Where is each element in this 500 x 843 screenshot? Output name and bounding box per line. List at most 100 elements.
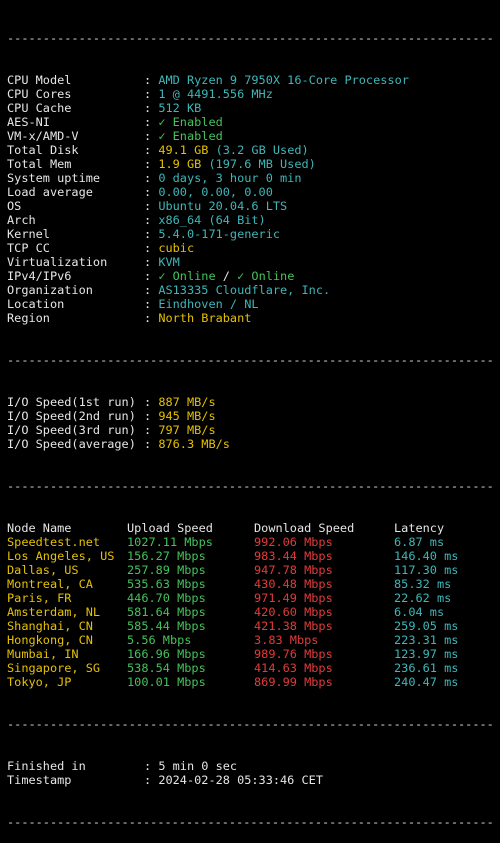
- info-key: CPU Model: [7, 73, 72, 87]
- latency: 6.04 ms: [394, 605, 445, 619]
- info-value: 0 days, 3 hour 0 min: [158, 171, 302, 185]
- io-row: I/O Speed(3rd run): 797 MB/s: [7, 423, 500, 437]
- info-key: Arch: [7, 213, 36, 227]
- download-speed: 430.48 Mbps: [254, 577, 333, 591]
- upload-speed: 1027.11 Mbps: [127, 535, 213, 549]
- colon: :: [144, 157, 159, 171]
- info-row: TCP CC: cubic: [7, 241, 500, 255]
- info-row: Location: Eindhoven / NL: [7, 297, 500, 311]
- download-speed: 420.60 Mbps: [254, 605, 333, 619]
- download-speed: 992.06 Mbps: [254, 535, 333, 549]
- colon: :: [144, 171, 159, 185]
- column-header: Upload Speed: [127, 521, 213, 535]
- separator: ----------------------------------------…: [7, 31, 494, 45]
- colon: :: [144, 73, 159, 87]
- io-speed-section: I/O Speed(1st run): 887 MB/s I/O Speed(2n…: [7, 395, 500, 451]
- info-value: 1.9 GB: [158, 157, 202, 171]
- separator: ----------------------------------------…: [7, 353, 494, 367]
- upload-speed: 5.56 Mbps: [127, 633, 192, 647]
- footer-row: Finished in: 5 min 0 sec: [7, 759, 500, 773]
- upload-speed: 538.54 Mbps: [127, 661, 206, 675]
- download-speed: 983.44 Mbps: [254, 549, 333, 563]
- info-row: CPU Cache: 512 KB: [7, 101, 500, 115]
- upload-speed: 581.64 Mbps: [127, 605, 206, 619]
- upload-speed: 446.70 Mbps: [127, 591, 206, 605]
- download-speed: 989.76 Mbps: [254, 647, 333, 661]
- footer-value: 2024-02-28 05:33:46 CET: [158, 773, 323, 787]
- footer-key: Finished in: [7, 759, 86, 773]
- info-key: OS: [7, 199, 22, 213]
- node-name: Tokyo, JP: [7, 675, 72, 689]
- info-row: Organization: AS13335 Cloudflare, Inc.: [7, 283, 500, 297]
- node-name: Montreal, CA: [7, 577, 93, 591]
- latency: 6.87 ms: [394, 535, 445, 549]
- io-key: I/O Speed(3rd run): [7, 423, 136, 437]
- info-value: AS13335 Cloudflare, Inc.: [158, 283, 331, 297]
- footer-row: Timestamp: 2024-02-28 05:33:46 CET: [7, 773, 500, 787]
- info-row: Kernel: 5.4.0-171-generic: [7, 227, 500, 241]
- info-value: North Brabant: [158, 311, 252, 325]
- value-separator: /: [215, 269, 238, 283]
- latency: 223.31 ms: [394, 633, 459, 647]
- info-key: CPU Cores: [7, 87, 72, 101]
- info-key: Total Disk: [7, 143, 79, 157]
- info-row: System uptime: 0 days, 3 hour 0 min: [7, 171, 500, 185]
- info-key: CPU Cache: [7, 101, 72, 115]
- node-name: Paris, FR: [7, 591, 72, 605]
- io-row: I/O Speed(1st run): 887 MB/s: [7, 395, 500, 409]
- info-key: Load average: [7, 185, 93, 199]
- colon: :: [144, 297, 159, 311]
- io-row: I/O Speed(average): 876.3 MB/s: [7, 437, 500, 451]
- info-row: Total Mem: 1.9 GB (197.6 MB Used): [7, 157, 500, 171]
- table-row: Montreal, CA 535.63 Mbps 430.48 Mbps 85.32 …: [7, 577, 500, 591]
- colon: :: [144, 437, 159, 451]
- info-extra: ✓ Online: [237, 269, 295, 283]
- column-header: Latency: [394, 521, 445, 535]
- colon: :: [144, 241, 159, 255]
- colon: :: [144, 213, 159, 227]
- colon: :: [144, 269, 159, 283]
- latency: 259.05 ms: [394, 619, 459, 633]
- footer-value: 5 min 0 sec: [158, 759, 238, 773]
- io-key: I/O Speed(1st run): [7, 395, 136, 409]
- upload-speed: 166.96 Mbps: [127, 647, 206, 661]
- node-name: Amsterdam, NL: [7, 605, 101, 619]
- node-name: Dallas, US: [7, 563, 79, 577]
- colon: :: [144, 143, 159, 157]
- node-name: Singapore, SG: [7, 661, 101, 675]
- info-row: Arch: x86_64 (64 Bit): [7, 213, 500, 227]
- colon: :: [144, 423, 159, 437]
- info-value: AMD Ryzen 9 7950X 16-Core Processor: [158, 73, 409, 87]
- io-row: I/O Speed(2nd run): 945 MB/s: [7, 409, 500, 423]
- info-row: Region: North Brabant: [7, 311, 500, 325]
- colon: :: [144, 311, 159, 325]
- info-value: 1 @ 4491.556 MHz: [158, 87, 273, 101]
- column-header: Download Speed: [254, 521, 355, 535]
- table-row: Dallas, US 257.89 Mbps 947.78 Mbps 117.30 m…: [7, 563, 500, 577]
- info-value: 512 KB: [158, 101, 202, 115]
- info-key: VM-x/AMD-V: [7, 129, 79, 143]
- info-key: Total Mem: [7, 157, 72, 171]
- info-value: Eindhoven / NL: [158, 297, 259, 311]
- node-name: Hongkong, CN: [7, 633, 93, 647]
- info-row: IPv4/IPv6: ✓ Online / ✓ Online: [7, 269, 500, 283]
- latency: 240.47 ms: [394, 675, 459, 689]
- info-value: Ubuntu 20.04.6 LTS: [158, 199, 288, 213]
- info-value: ✓ Enabled: [158, 129, 223, 143]
- info-value: 49.1 GB: [158, 143, 209, 157]
- download-speed: 947.78 Mbps: [254, 563, 333, 577]
- colon: :: [144, 101, 159, 115]
- table-row: Tokyo, JP 100.01 Mbps 869.99 Mbps 240.47 ms: [7, 675, 500, 689]
- io-key: I/O Speed(2nd run): [7, 409, 136, 423]
- table-row: Hongkong, CN 5.56 Mbps 3.83 Mbps 223.31 ms: [7, 633, 500, 647]
- node-name: Los Angeles, US: [7, 549, 115, 563]
- node-name: Shanghai, CN: [7, 619, 93, 633]
- table-row: Shanghai, CN 585.44 Mbps 421.38 Mbps 259.05…: [7, 619, 500, 633]
- info-value: cubic: [158, 241, 195, 255]
- latency: 146.40 ms: [394, 549, 459, 563]
- colon: :: [144, 129, 159, 143]
- colon: :: [144, 227, 159, 241]
- info-value: KVM: [158, 255, 180, 269]
- table-header: Node Name Upload Speed Download Speed Laten…: [7, 521, 500, 535]
